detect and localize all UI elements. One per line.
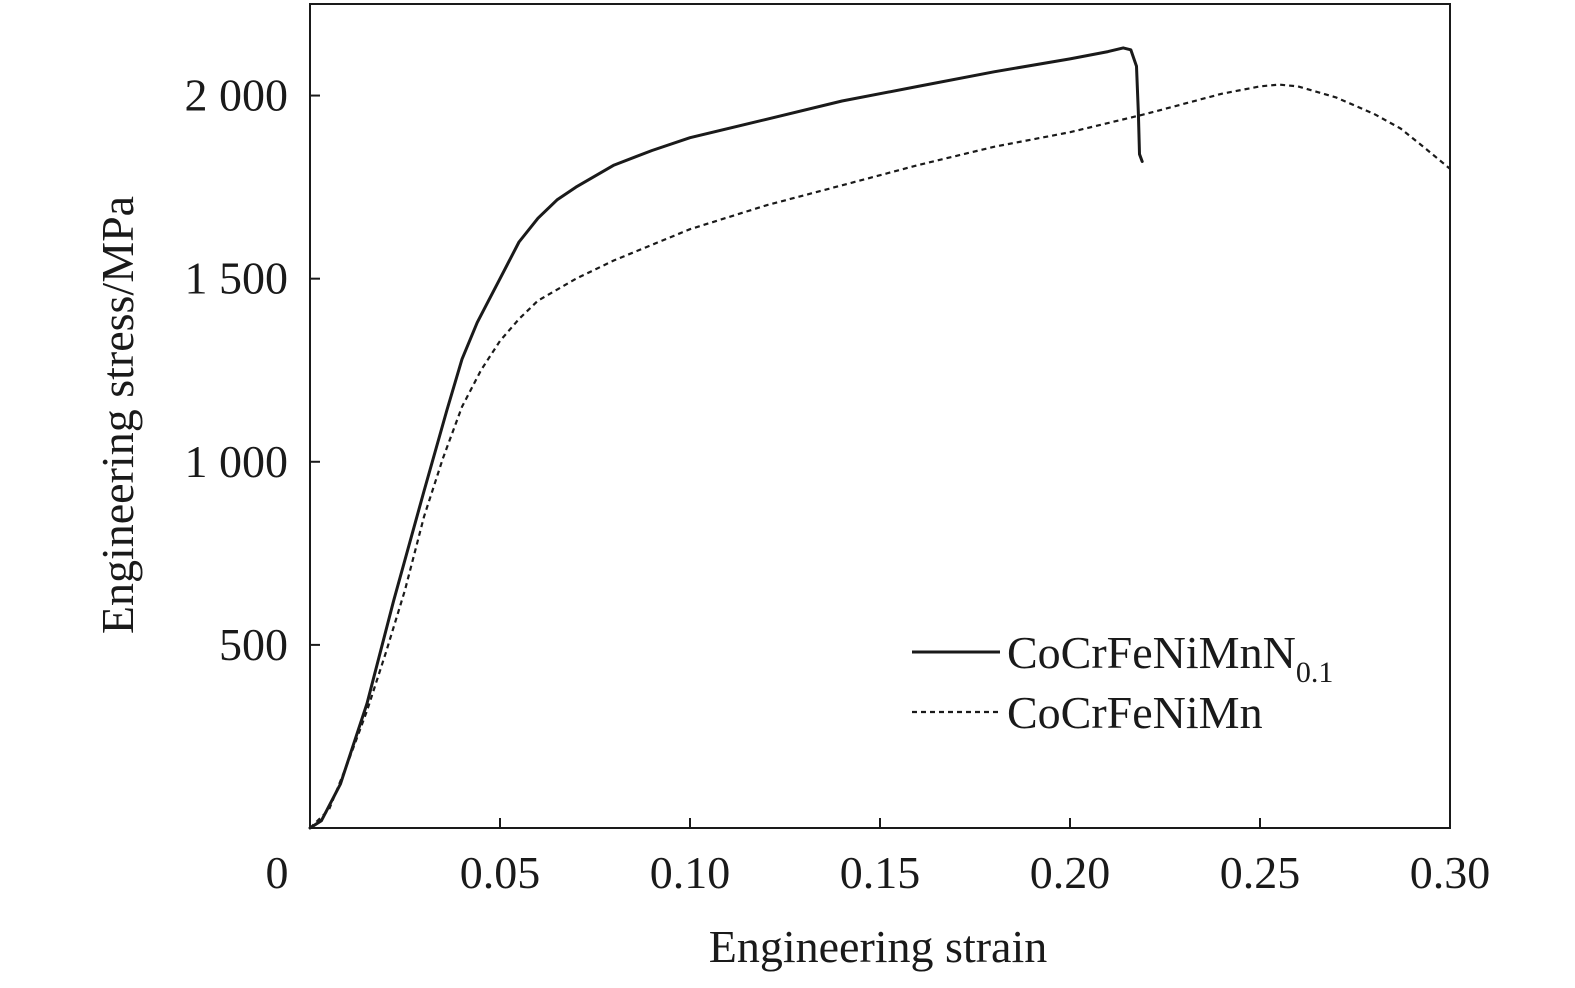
series-line-2 bbox=[309, 83, 1451, 829]
y-tick-label: 2 000 bbox=[185, 70, 289, 121]
y-axis-label: Engineering stress/MPa bbox=[92, 196, 143, 634]
y-tick-label: 1 500 bbox=[185, 253, 289, 304]
x-tick-label: 0.05 bbox=[460, 847, 541, 898]
legend-label-series-1: CoCrFeNiMnN0.1 bbox=[1007, 627, 1333, 689]
x-tick-label: 0.25 bbox=[1220, 847, 1301, 898]
y-tick-label: 500 bbox=[219, 619, 288, 670]
x-tick-label: 0.10 bbox=[650, 847, 731, 898]
x-tick-label: 0.30 bbox=[1410, 847, 1491, 898]
series-line-1 bbox=[308, 46, 1144, 830]
x-tick-label: 0.20 bbox=[1030, 847, 1111, 898]
x-axis-ticks: 0 0.05 0.10 0.15 0.20 0.25 0.30 bbox=[266, 818, 1491, 898]
series-layer bbox=[308, 46, 1451, 830]
legend-label-series-2: CoCrFeNiMn bbox=[1007, 687, 1263, 738]
plot-frame bbox=[309, 3, 1451, 829]
legend-label-series-1-main: CoCrFeNiMnN bbox=[1007, 627, 1296, 678]
x-tick-label: 0.15 bbox=[840, 847, 921, 898]
legend: CoCrFeNiMnN0.1 CoCrFeNiMn bbox=[912, 627, 1333, 738]
y-axis-ticks: 500 1 000 1 500 2 000 bbox=[185, 70, 320, 670]
legend-label-series-1-sub: 0.1 bbox=[1296, 656, 1334, 689]
x-axis-label: Engineering strain bbox=[709, 921, 1048, 972]
y-tick-label: 1 000 bbox=[185, 436, 289, 487]
x-tick-label: 0 bbox=[266, 847, 289, 898]
